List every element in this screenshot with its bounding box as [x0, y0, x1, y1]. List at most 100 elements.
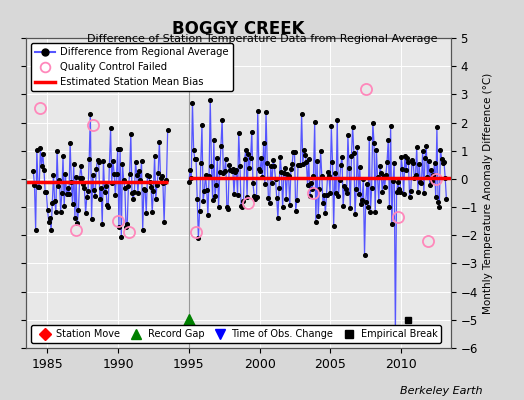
Point [153, 182, 161, 188]
Point [72, 174, 80, 180]
Point [352, 186, 361, 192]
Point [323, 169, 332, 176]
Point [424, 158, 433, 164]
Point [441, 174, 450, 181]
Point [101, 189, 109, 195]
Point [385, 204, 394, 210]
Point [294, 162, 302, 168]
Point [287, 166, 295, 172]
Point [196, 160, 205, 167]
Point [96, 196, 104, 203]
Point [435, 203, 443, 210]
Point [402, 167, 410, 173]
Point [119, 177, 128, 183]
Point [311, 119, 319, 125]
Legend: Station Move, Record Gap, Time of Obs. Change, Empirical Break: Station Move, Record Gap, Time of Obs. C… [31, 325, 441, 343]
Point [237, 203, 245, 209]
Point [202, 186, 211, 193]
Point [369, 119, 377, 126]
Point [429, 172, 438, 178]
Point [85, 156, 93, 162]
Point [90, 187, 98, 193]
Point [281, 165, 289, 172]
Point [401, 153, 409, 159]
Point [61, 170, 70, 177]
Point [248, 129, 256, 135]
Point [47, 226, 56, 233]
Point [58, 190, 66, 196]
Point [36, 145, 45, 152]
Point [32, 146, 41, 153]
Point [440, 159, 448, 166]
Point [326, 190, 334, 196]
Point [74, 207, 83, 213]
Point [397, 154, 406, 160]
Point [348, 124, 357, 130]
Point [111, 192, 119, 198]
Point [249, 180, 257, 186]
Point [406, 194, 414, 200]
Point [358, 196, 366, 203]
Point [92, 166, 101, 172]
Point [53, 148, 61, 154]
Point [46, 215, 54, 221]
Point [423, 174, 432, 180]
Point [62, 191, 71, 198]
Point [200, 188, 209, 194]
Point [295, 162, 303, 168]
Point [235, 130, 243, 136]
Point [347, 152, 356, 159]
Point [330, 223, 338, 229]
Point [130, 189, 138, 196]
Point [210, 137, 218, 144]
Point [68, 201, 77, 207]
Point [239, 198, 248, 204]
Point [55, 177, 63, 184]
Point [421, 155, 429, 161]
Point [370, 140, 378, 146]
Point [244, 151, 253, 158]
Point [372, 146, 380, 153]
Point [162, 177, 171, 184]
Point [384, 136, 392, 143]
Point [227, 168, 236, 175]
Point [132, 159, 140, 166]
Point [264, 195, 272, 201]
Point [146, 178, 154, 185]
Point [257, 154, 266, 161]
Point [142, 210, 150, 216]
Point [277, 169, 286, 176]
Point [331, 170, 339, 176]
Point [80, 185, 89, 191]
Point [99, 158, 107, 164]
Point [222, 156, 230, 162]
Point [143, 172, 151, 179]
Point [439, 159, 447, 166]
Point [225, 162, 233, 168]
Point [98, 221, 106, 227]
Point [276, 154, 285, 160]
Point [332, 190, 340, 196]
Point [268, 180, 276, 186]
Point [428, 178, 436, 184]
Point [159, 180, 167, 186]
Point [301, 152, 309, 158]
Point [378, 189, 387, 195]
Point [52, 208, 60, 215]
Point [137, 158, 146, 164]
Point [410, 175, 419, 181]
Point [161, 179, 169, 186]
Point [205, 173, 213, 179]
Point [122, 224, 130, 230]
Point [325, 173, 333, 180]
Point [41, 188, 49, 195]
Point [60, 203, 69, 209]
Point [135, 168, 144, 174]
Point [345, 164, 353, 171]
Point [93, 157, 102, 163]
Point [278, 204, 287, 210]
Point [156, 175, 165, 181]
Point [151, 196, 160, 202]
Point [425, 182, 434, 188]
Point [147, 184, 155, 190]
